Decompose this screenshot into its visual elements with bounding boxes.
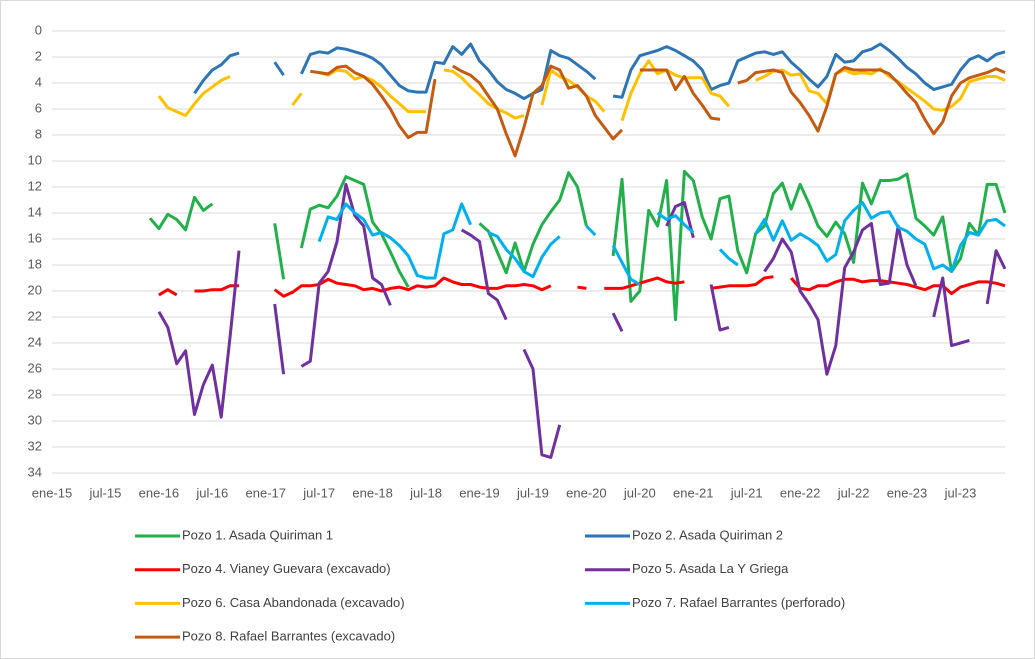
x-tick-label: ene-18: [352, 485, 392, 500]
legend-label: Pozo 5. Asada La Y Griega: [632, 561, 789, 576]
y-tick-label: 16: [28, 230, 42, 245]
series-line: [310, 64, 1006, 158]
y-tick-label: 12: [28, 178, 42, 193]
x-tick-label: ene-22: [780, 485, 820, 500]
series-line: [157, 182, 1007, 459]
y-tick-label: 20: [28, 282, 42, 297]
x-tick-label: jul-16: [195, 485, 228, 500]
x-tick-label: ene-19: [459, 485, 499, 500]
y-tick-label: 4: [35, 74, 42, 89]
legend-label: Pozo 1. Asada Quiriman 1: [182, 527, 333, 542]
x-tick-label: jul-23: [944, 485, 977, 500]
y-tick-label: 8: [35, 126, 42, 141]
x-tick-label: jul-18: [409, 485, 442, 500]
series-line: [157, 59, 1006, 122]
y-tick-label: 22: [28, 308, 42, 323]
x-tick-label: ene-23: [887, 485, 927, 500]
x-tick-label: jul-20: [623, 485, 656, 500]
y-tick-label: 32: [28, 438, 42, 453]
x-tick-label: ene-15: [32, 485, 72, 500]
legend-label: Pozo 8. Rafael Barrantes (excavado): [182, 629, 395, 644]
y-tick-label: 26: [28, 360, 42, 375]
y-tick-label: 10: [28, 152, 42, 167]
x-tick-label: jul-15: [89, 485, 122, 500]
y-tick-label: 28: [28, 386, 42, 401]
x-tick-label: ene-20: [566, 485, 606, 500]
y-tick-label: 6: [35, 100, 42, 115]
legend-label: Pozo 6. Casa Abandonada (excavado): [182, 595, 405, 610]
series-line: [193, 42, 1006, 101]
y-tick-label: 24: [28, 334, 42, 349]
series-line: [317, 201, 1006, 286]
x-tick-label: jul-21: [730, 485, 763, 500]
x-tick-label: ene-21: [673, 485, 713, 500]
legend-label: Pozo 2. Asada Quiriman 2: [632, 527, 783, 542]
x-tick-label: ene-16: [139, 485, 179, 500]
x-tick-label: jul-17: [302, 485, 335, 500]
x-tick-label: jul-22: [837, 485, 870, 500]
legend-label: Pozo 4. Vianey Guevara (excavado): [182, 561, 391, 576]
series-line: [148, 169, 1007, 322]
y-tick-label: 18: [28, 256, 42, 271]
x-tick-label: jul-19: [516, 485, 549, 500]
y-tick-label: 34: [28, 464, 42, 479]
series-line: [158, 275, 1006, 298]
y-tick-label: 0: [35, 22, 42, 37]
y-tick-label: 30: [28, 412, 42, 427]
y-tick-label: 2: [35, 48, 42, 63]
x-tick-label: ene-17: [246, 485, 286, 500]
legend-label: Pozo 7. Rafael Barrantes (perforado): [632, 595, 845, 610]
y-tick-label: 14: [28, 204, 42, 219]
